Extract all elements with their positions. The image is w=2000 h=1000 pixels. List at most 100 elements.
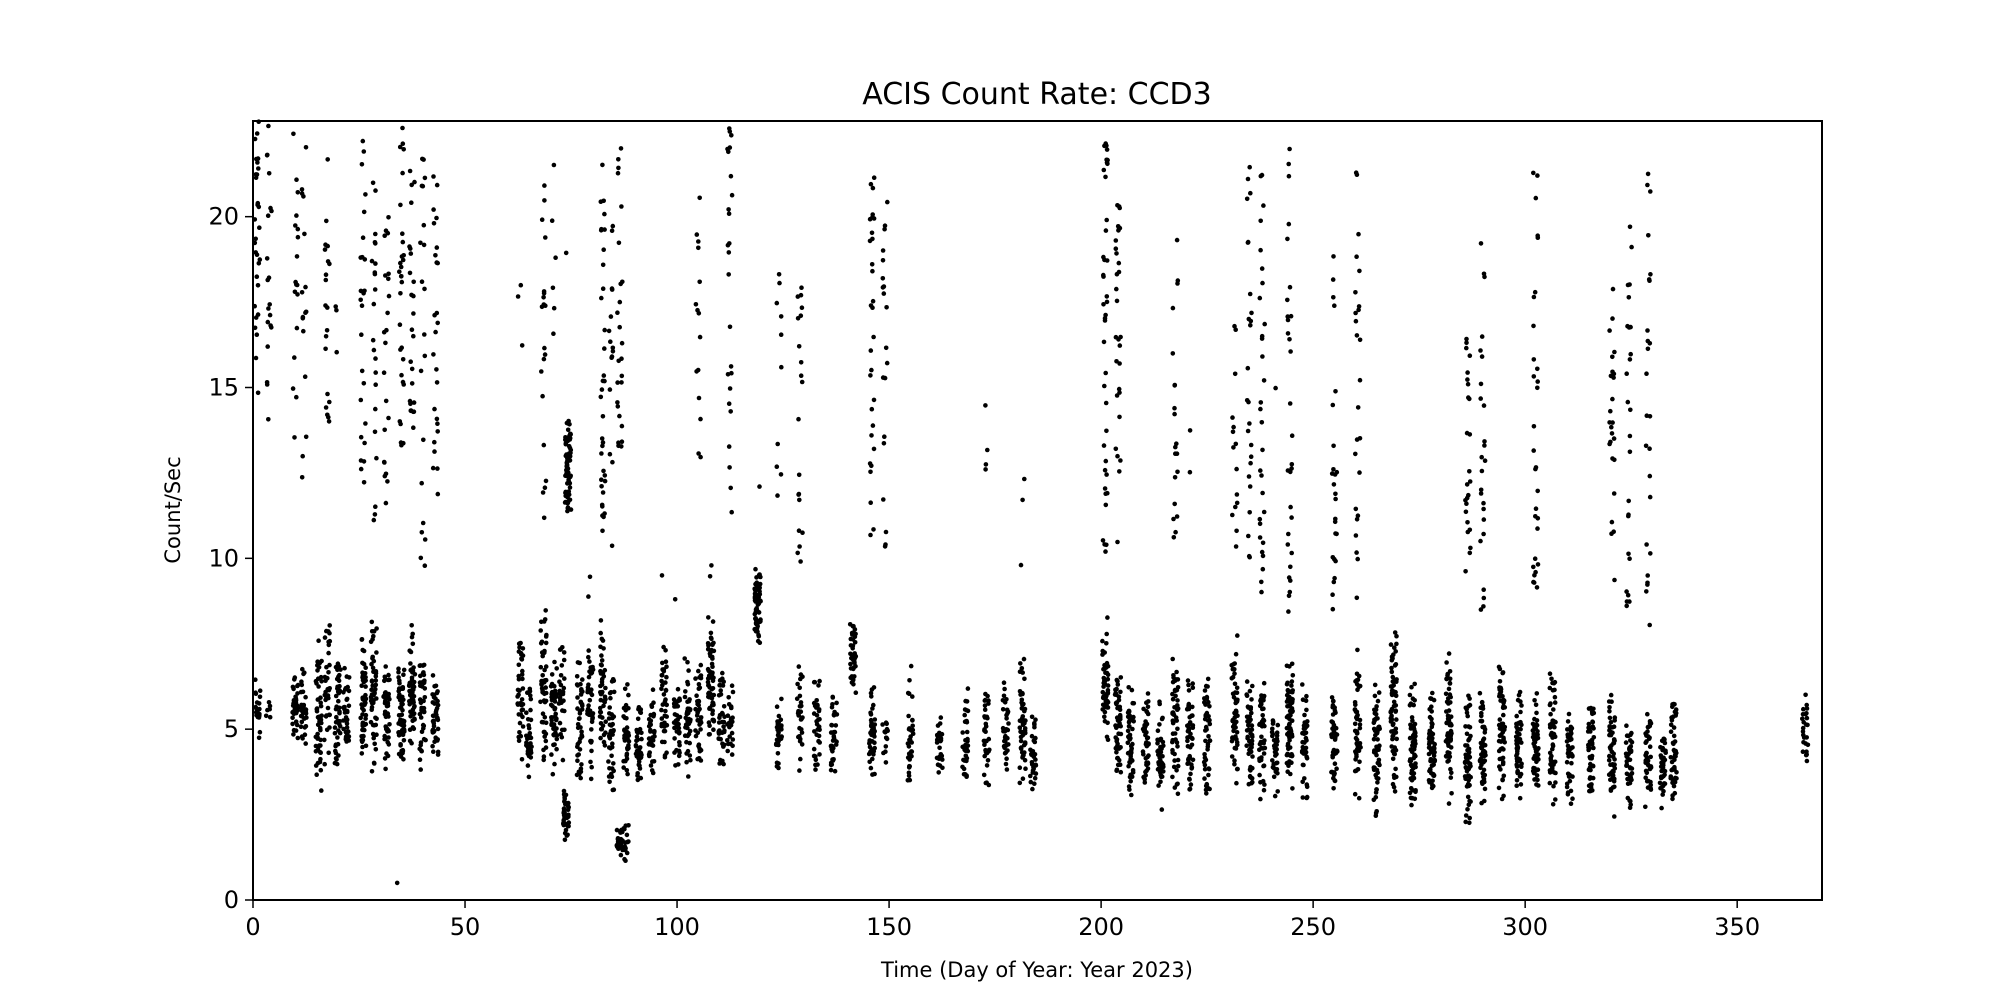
data-point bbox=[1627, 765, 1633, 770]
data-point bbox=[370, 665, 376, 671]
data-point bbox=[323, 272, 329, 278]
data-point bbox=[518, 282, 524, 288]
data-point bbox=[551, 331, 556, 337]
data-point bbox=[313, 734, 319, 740]
data-point bbox=[1549, 676, 1554, 682]
data-point bbox=[1172, 678, 1178, 683]
data-point bbox=[1102, 383, 1107, 389]
data-point bbox=[333, 693, 339, 699]
data-point bbox=[1625, 754, 1630, 760]
data-point bbox=[520, 714, 525, 720]
data-point bbox=[541, 619, 547, 624]
data-point bbox=[1230, 415, 1235, 420]
data-point bbox=[1479, 334, 1485, 339]
data-point bbox=[987, 747, 992, 753]
data-point bbox=[618, 843, 623, 849]
data-point bbox=[1021, 742, 1027, 748]
data-point bbox=[601, 698, 606, 704]
data-point bbox=[1289, 718, 1295, 723]
data-point bbox=[1232, 681, 1238, 687]
data-point bbox=[1262, 321, 1267, 327]
data-point bbox=[575, 660, 581, 665]
data-point bbox=[567, 445, 573, 451]
data-point bbox=[1157, 737, 1163, 743]
data-point bbox=[600, 440, 606, 445]
data-point bbox=[1566, 711, 1572, 717]
data-point bbox=[295, 190, 301, 195]
data-point bbox=[1514, 729, 1520, 735]
data-point bbox=[1464, 707, 1469, 712]
data-point bbox=[721, 704, 727, 709]
data-point bbox=[796, 491, 802, 497]
data-point bbox=[600, 162, 605, 168]
data-point bbox=[1250, 734, 1255, 740]
data-point bbox=[586, 682, 591, 687]
data-point bbox=[964, 729, 970, 735]
data-point bbox=[602, 743, 608, 748]
data-point bbox=[729, 192, 735, 198]
data-point bbox=[871, 175, 877, 180]
data-point bbox=[299, 191, 305, 196]
data-point bbox=[868, 717, 874, 723]
data-point bbox=[610, 223, 616, 229]
data-point bbox=[538, 628, 543, 633]
data-point bbox=[611, 761, 616, 766]
data-point bbox=[598, 630, 603, 636]
data-point bbox=[1448, 745, 1454, 750]
data-point bbox=[254, 700, 260, 705]
data-point bbox=[607, 711, 612, 716]
data-point bbox=[421, 680, 427, 685]
data-point bbox=[371, 633, 376, 639]
data-point bbox=[1531, 448, 1536, 453]
data-point bbox=[1104, 428, 1109, 434]
data-point bbox=[418, 700, 424, 706]
data-point bbox=[610, 766, 615, 771]
data-point bbox=[1564, 784, 1570, 790]
data-point bbox=[1233, 504, 1238, 510]
data-point bbox=[1259, 734, 1264, 740]
data-point bbox=[1207, 704, 1212, 709]
data-point bbox=[1481, 595, 1487, 601]
data-point bbox=[1201, 759, 1207, 765]
data-point bbox=[1409, 684, 1414, 690]
data-point bbox=[300, 453, 306, 459]
data-point bbox=[372, 287, 378, 292]
data-point bbox=[615, 310, 620, 316]
data-point bbox=[1409, 802, 1414, 808]
data-point bbox=[401, 720, 407, 725]
data-point bbox=[871, 397, 877, 403]
data-point bbox=[1234, 466, 1239, 472]
data-point bbox=[1591, 706, 1596, 712]
data-point bbox=[728, 485, 733, 491]
data-point bbox=[417, 757, 423, 762]
data-point bbox=[383, 228, 389, 233]
data-point bbox=[1020, 497, 1025, 503]
data-point bbox=[316, 744, 321, 750]
data-point bbox=[303, 145, 309, 150]
data-point bbox=[716, 720, 722, 725]
data-point bbox=[624, 768, 630, 773]
data-point bbox=[372, 741, 378, 747]
data-point bbox=[1300, 682, 1305, 687]
data-point bbox=[1116, 269, 1122, 275]
data-point bbox=[1117, 707, 1123, 712]
data-point bbox=[334, 761, 340, 767]
data-point bbox=[674, 724, 680, 730]
data-point bbox=[1332, 556, 1337, 562]
data-point bbox=[625, 771, 630, 777]
data-point bbox=[1481, 531, 1486, 537]
data-point bbox=[1103, 458, 1109, 464]
data-point bbox=[1185, 738, 1190, 744]
data-point bbox=[619, 423, 625, 429]
data-point bbox=[421, 670, 426, 675]
data-point bbox=[517, 645, 522, 650]
data-point bbox=[1803, 741, 1809, 746]
data-point bbox=[677, 750, 682, 755]
data-point bbox=[1304, 795, 1309, 801]
data-point bbox=[1393, 766, 1398, 772]
data-point bbox=[1158, 754, 1163, 759]
data-point bbox=[394, 880, 400, 886]
data-point bbox=[418, 368, 424, 374]
data-point bbox=[907, 678, 912, 683]
data-point bbox=[1114, 725, 1119, 730]
